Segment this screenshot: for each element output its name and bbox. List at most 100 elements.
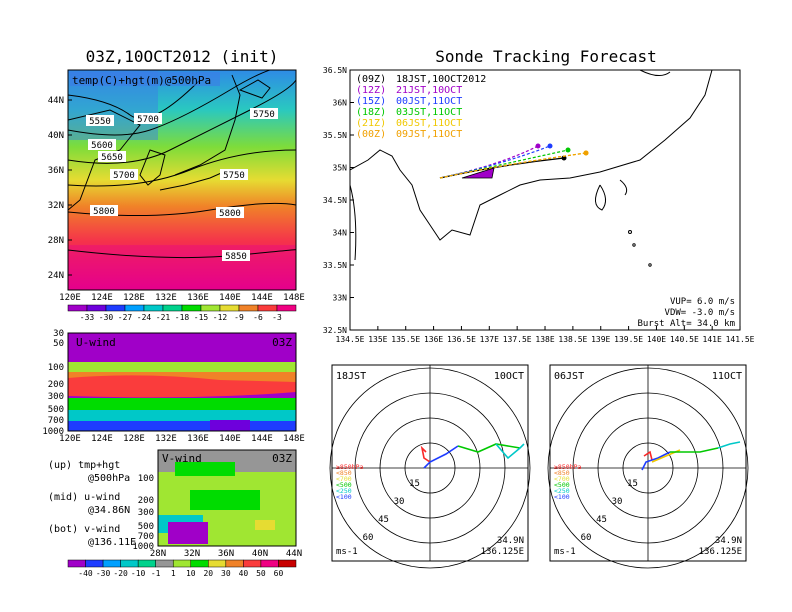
contour-label: 5600 [91, 141, 113, 151]
burst-point [583, 150, 589, 156]
lat-tick-label: 32N [48, 201, 64, 211]
colorbar-label: -3 [272, 313, 282, 322]
lon-tick-label: 148E [283, 434, 305, 444]
lon-tick-label: 120E [59, 434, 81, 444]
panel1-lat-axis: 44N 40N 36N 32N 28N 24N [48, 96, 72, 281]
hodo-unit: ms-1 [554, 547, 576, 557]
sonde-tracks [439, 143, 589, 179]
pressure-tick-label: 1000 [42, 427, 64, 437]
lon-tick-label: 144E [251, 293, 273, 303]
colorbar-swatch [124, 304, 145, 312]
legend-line: (up) tmp+hgt [48, 460, 120, 471]
lon-tick-label: 136.5E [447, 335, 476, 344]
hodo-date: 10OCT [494, 371, 524, 382]
info-line: VUP= 6.0 m/s [670, 297, 735, 307]
lon-tick-label: 141E [703, 335, 722, 344]
colorbar-label: -21 [156, 313, 171, 322]
lat-tick-label: 40N [48, 131, 64, 141]
colorbar-swatch [278, 559, 297, 568]
level-legend: <250 [554, 487, 570, 495]
level-legend: <850 [336, 469, 352, 477]
run-code: (18Z) [356, 107, 386, 118]
contour-label-bg [98, 151, 126, 162]
colorbar-swatch [102, 559, 121, 568]
lat-tick-label: 28N [150, 549, 166, 559]
colorbar-label: 20 [203, 569, 213, 578]
legend-line: @34.86N [88, 505, 130, 516]
colorbar-label: -18 [175, 313, 190, 322]
lon-tick-label: 135.5E [391, 335, 420, 344]
contour-label-bg [86, 115, 114, 126]
lat-tick-label: 40N [252, 549, 268, 559]
lon-tick-label: 138.5E [558, 335, 587, 344]
colorbar-swatch [162, 304, 183, 312]
lon-tick-label: 140E [219, 434, 241, 444]
contour-label-bg [90, 205, 118, 216]
sonde-track [439, 149, 569, 179]
lat-tick-label: 36.5N [323, 66, 347, 75]
lon-tick-label: 148E [283, 293, 305, 303]
contour-labels: 5550 5600 5650 5700 5700 5750 5750 5800 5800 5850 [86, 108, 278, 262]
legend-line: @500hPa [88, 473, 130, 484]
lat-tick-label: 44N [286, 549, 302, 559]
colorbar-label: 10 [186, 569, 196, 578]
left-title: 03Z,10OCT2012 (init) [86, 47, 279, 66]
ring-label: 60 [581, 533, 592, 543]
hodograph-trace [495, 443, 525, 460]
lon-tick-label: 132E [155, 434, 177, 444]
hodograph-trace [643, 450, 653, 461]
contour-label-bg [134, 113, 162, 124]
pressure-tick-label: 30 [53, 329, 64, 339]
colorbar-swatch [172, 559, 192, 568]
lat-tick-label: 35.5N [323, 131, 347, 140]
lon-tick-label: 124E [91, 293, 113, 303]
run-time: 18JST,10OCT2012 [396, 74, 486, 85]
lon-tick-label: 135E [368, 335, 387, 344]
lon-tick-label: 141.5E [726, 335, 755, 344]
contour-label: 5800 [93, 207, 115, 217]
hodo-lat: 34.9N [715, 536, 742, 546]
run-code: (12Z) [356, 85, 386, 96]
contour-label-bg [222, 250, 250, 261]
colorbar-label: 50 [256, 569, 266, 578]
pressure-tick-label: 100 [138, 474, 154, 484]
run-code: (09Z) [356, 74, 386, 85]
lat-tick-label: 24N [48, 271, 64, 281]
panel-v-wind [158, 450, 296, 546]
lon-tick-label: 128E [123, 293, 145, 303]
level-legend: <850 [554, 469, 570, 477]
wind-colorbar: -40 -30 -20 -10 -1 1 10 20 30 40 50 60 [67, 559, 297, 578]
colorbar-label: 1 [171, 569, 176, 578]
colorbar-swatch [143, 304, 164, 312]
panel2-label: U-wind [76, 336, 116, 349]
run-code: (21Z) [356, 118, 386, 129]
run-time: 06JST,11OCT [396, 118, 462, 129]
lon-tick-label: 136E [424, 335, 443, 344]
pressure-tick-label: 500 [138, 522, 154, 532]
pressure-tick-label: 300 [48, 392, 64, 402]
hodograph-trace [641, 451, 671, 471]
hodo-lon: 136.125E [481, 547, 524, 557]
colorbar-label: -1 [151, 569, 161, 578]
contour-label: 5650 [101, 153, 123, 163]
lat-tick-label: 44N [48, 96, 64, 106]
contour-label-bg [250, 108, 278, 119]
level-legend: <500 [554, 481, 570, 489]
lon-tick-label: 134.5E [336, 335, 365, 344]
pressure-tick-label: 200 [138, 496, 154, 506]
run-legend: (09Z) 18JST,10OCT2012 (12Z) 21JST,10OCT (15Z… [356, 74, 486, 140]
contour-label-bg [110, 169, 138, 180]
colorbar-label: -20 [113, 569, 128, 578]
colorbar-swatch [137, 559, 156, 568]
lat-tick-label: 33.5N [323, 261, 347, 270]
lat-tick-label: 34N [333, 229, 348, 238]
colorbar-label: -15 [194, 313, 209, 322]
panel2-time: 03Z [272, 336, 292, 349]
hodo-time: 06JST [554, 371, 584, 382]
pressure-tick-label: 50 [53, 339, 64, 349]
colorbar-swatch [105, 304, 126, 312]
